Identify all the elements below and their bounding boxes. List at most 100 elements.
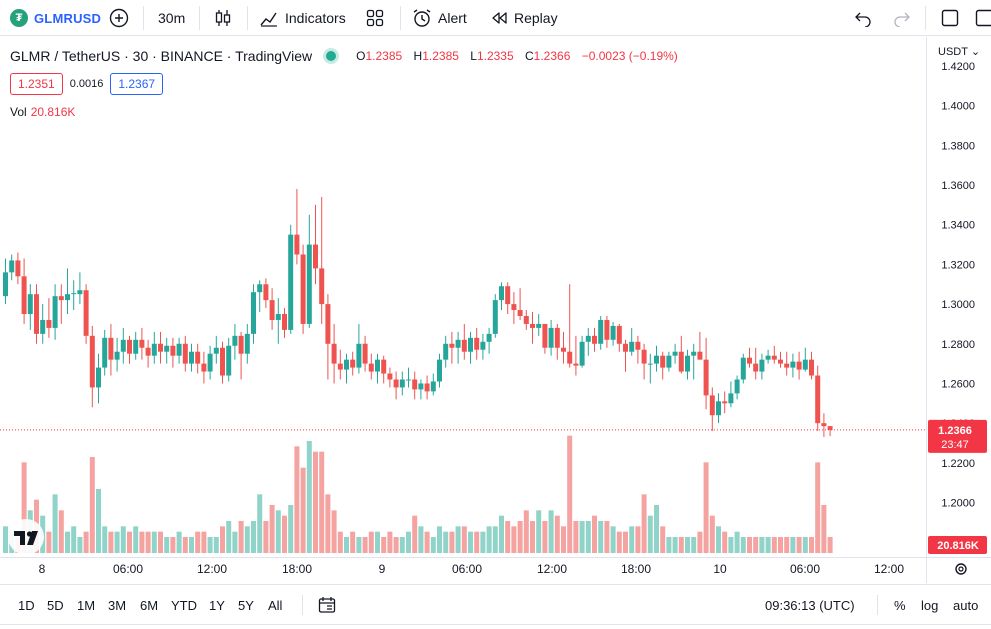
candle-body [96,367,101,388]
candle-body [313,244,318,269]
range-1m[interactable]: 1M [77,597,96,613]
range-6m[interactable]: 6M [140,597,159,613]
logo-dot [26,531,33,537]
volume-bar [46,531,52,553]
candle-body [579,341,585,366]
candle-body [337,363,343,370]
volume-bar [542,521,548,553]
currency-selector[interactable]: USDT ⌄ [938,45,980,58]
candle-body [722,401,728,404]
range-1y[interactable]: 1Y [209,597,225,613]
time-tick-label: 06:00 [113,562,143,576]
candle-body [474,337,480,350]
range-5y[interactable]: 5Y [238,597,254,613]
price-chart[interactable]: 1.4200 1.4000 1.3800 1.3600 1.3400 1.3200 1.30… [0,37,991,583]
volume-bar [189,537,194,553]
volume-label: Vol [10,105,27,119]
square-icon [941,9,959,27]
candle-body [561,347,566,352]
volume-bar [52,494,58,553]
legend-title[interactable]: GLMR / TetherUS · 30 · BINANCE · Trading… [10,48,313,64]
compare-symbol-button[interactable] [109,0,129,36]
volume-bar [393,537,399,553]
sell-price-button[interactable]: 1.2351 [10,73,63,95]
range-3m[interactable]: 3M [108,597,127,613]
volume-bar [424,531,430,553]
volume-bar [455,526,461,553]
layout-button[interactable] [941,0,959,36]
templates-button[interactable] [366,0,384,36]
candle-body [89,335,95,388]
volume-bar [275,510,281,553]
chart-area[interactable]: 1.4200 1.4000 1.3800 1.3600 1.3400 1.3200 1.30… [0,37,991,583]
volume-bar [691,537,697,553]
volume-bar [319,451,325,553]
volume-bar [809,537,814,553]
volume-bar [821,505,827,553]
auto-scale-toggle[interactable]: auto [953,597,979,613]
chart-type-button[interactable] [213,0,233,36]
range-ytd[interactable]: YTD [171,597,197,613]
candle-body [784,363,790,368]
layout-more-button[interactable] [975,0,991,36]
volume-bar [486,526,492,553]
range-all[interactable]: All [268,597,283,613]
volume-bar [592,515,597,553]
top-toolbar: ₮ GLMRUSD 30m Indicators Alert Replay [0,0,991,36]
volume-bar [753,537,759,553]
utc-clock[interactable]: 09:36:13 (UTC) [765,597,855,613]
range-1d[interactable]: 1D [18,597,35,613]
volume-bar [418,526,424,553]
partial-square-icon [975,9,991,27]
volume-bar [3,526,8,553]
candle-body [685,355,690,372]
candle-body [610,325,616,340]
candle-body [3,272,8,297]
volume-bar [337,531,343,553]
settings-icon[interactable] [955,563,967,575]
volume-bar [399,537,405,553]
symbol-search[interactable]: ₮ GLMRUSD [10,0,101,36]
candle-body [747,357,752,364]
volume-legend[interactable]: Vol 20.816K [10,105,75,119]
volume-bar [344,537,349,553]
indicators-label: Indicators [285,10,346,26]
replay-button[interactable]: Replay [490,0,558,36]
volume-bar [517,521,523,553]
toolbar-divider [143,6,144,30]
candle-body [381,359,387,374]
undo-button[interactable] [854,0,872,36]
volume-bar [102,526,108,553]
volume-bar [474,531,480,553]
candle-body [778,359,783,364]
candle-body [294,234,300,255]
buy-price-button[interactable]: 1.2367 [110,73,164,95]
candle-body [672,351,678,356]
interval-button[interactable]: 30m [158,10,186,26]
volume-bar [207,537,213,553]
volume-bar [58,510,64,553]
candle-body [654,355,659,364]
volume-bar [499,515,504,553]
volume-bar [127,531,132,553]
range-5d[interactable]: 5D [47,597,64,613]
candle-body [52,296,58,328]
candle-body [83,290,89,336]
candle-body [300,254,306,324]
close-value: 1.2366 [533,49,571,63]
percent-scale-toggle[interactable]: % [894,597,906,613]
last-price-label-bg [928,419,987,453]
volume-bar [437,526,442,553]
log-scale-toggle[interactable]: log [921,597,939,613]
candle-body [362,343,368,364]
alert-button[interactable]: Alert [412,0,467,36]
candle-body [585,335,591,342]
candle-body [616,325,622,344]
candle-body [461,339,467,352]
price-axis-panel [926,37,991,583]
volume-bar [703,462,709,553]
price-tick-label: 1.3400 [941,220,975,232]
indicators-button[interactable]: Indicators [259,0,346,36]
go-to-date-button[interactable] [318,585,336,625]
redo-button[interactable] [893,0,911,36]
